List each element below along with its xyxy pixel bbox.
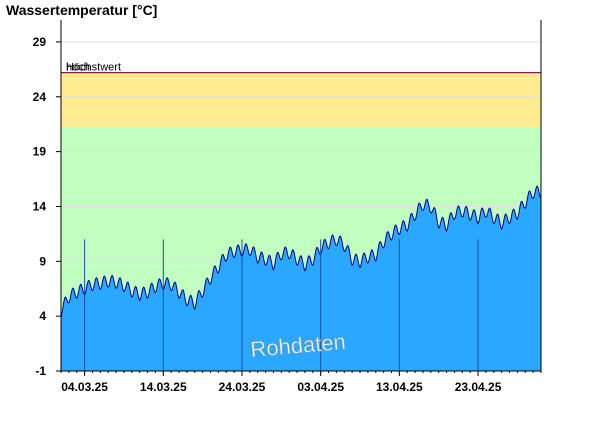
y-tick-label-2: 9 (39, 254, 46, 268)
band-label-2: Höchstwert (66, 62, 121, 74)
x-tick-label-1: 14.03.25 (140, 380, 187, 394)
series-line (60, 185, 542, 317)
y-tick-label-5: 24 (33, 90, 47, 104)
y-tick-label-4: 19 (33, 145, 47, 159)
y-tick-label-1: 4 (39, 309, 46, 323)
chart-title: Wassertemperatur [°C] (6, 2, 158, 18)
x-tick-label-3: 03.04.25 (297, 380, 344, 394)
y-tick-label-0: -1 (35, 364, 46, 378)
x-tick-label-5: 23.04.25 (455, 380, 502, 394)
band-label-1: hoch (66, 62, 90, 74)
y-tick-label-3: 14 (33, 199, 47, 213)
band-top-white (61, 20, 541, 73)
x-tick-label-2: 24.03.25 (219, 380, 266, 394)
band-1 (61, 72, 541, 128)
y-tick-label-6: 29 (33, 35, 47, 49)
x-tick-label-4: 13.04.25 (376, 380, 423, 394)
x-tick-label-0: 04.03.25 (61, 380, 108, 394)
series-area (61, 186, 541, 371)
